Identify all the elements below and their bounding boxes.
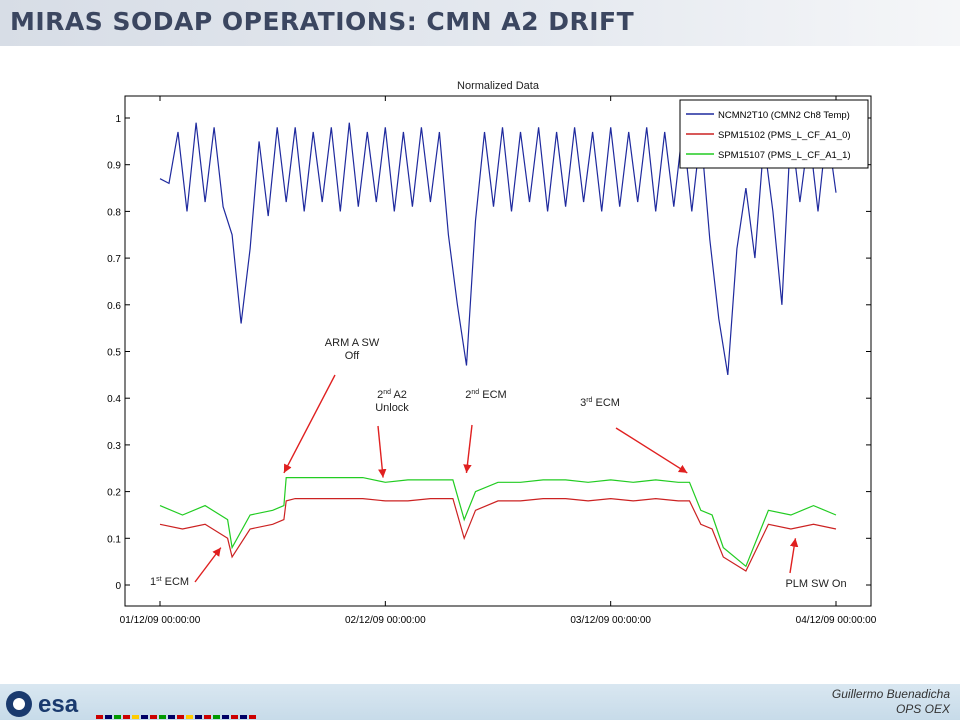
annotation-label: 1st ECM xyxy=(150,576,189,588)
svg-text:esa: esa xyxy=(38,691,79,718)
annotation-arrow xyxy=(283,374,336,474)
y-tick-label: 1 xyxy=(115,114,121,125)
legend-label: SPM15102 (PMS_L_CF_A1_0) xyxy=(718,130,851,141)
footer: esa Guillermo Buenadicha OPS OEX xyxy=(0,684,960,720)
y-tick-label: 0.1 xyxy=(107,534,121,545)
chart-title: Normalized Data xyxy=(457,80,540,92)
y-tick-label: 0.5 xyxy=(107,348,121,359)
series-line-1 xyxy=(159,122,837,375)
y-tick-label: 0.7 xyxy=(107,254,121,265)
x-tick-label: 02/12/09 00:00:00 xyxy=(345,615,426,626)
slide-title: MIRAS SODAP OPERATIONS: CMN A2 DRIFT xyxy=(10,7,635,36)
annotation-label: ARM A SW Off xyxy=(325,337,380,362)
annotation-arrow xyxy=(194,547,222,583)
plot-area xyxy=(124,95,872,607)
y-tick-label: 0 xyxy=(115,581,121,592)
y-tick-label: 0.9 xyxy=(107,161,121,172)
y-tick-label: 0.4 xyxy=(107,394,121,405)
flag-mark xyxy=(186,715,193,719)
flag-mark xyxy=(105,715,112,719)
y-tick-label: 0.8 xyxy=(107,207,121,218)
annotation-arrow xyxy=(789,538,799,574)
annotation-label: 2nd A2 Unlock xyxy=(375,389,409,414)
flag-mark xyxy=(195,715,202,719)
flag-mark xyxy=(213,715,220,719)
flag-mark xyxy=(240,715,247,719)
flag-mark xyxy=(150,715,157,719)
legend-label: NCMN2T10 (CMN2 Ch8 Temp) xyxy=(718,110,850,121)
flag-mark xyxy=(231,715,238,719)
series-layer xyxy=(159,122,837,572)
y-tick-label: 0.6 xyxy=(107,301,121,312)
flag-mark xyxy=(168,715,175,719)
author-block: Guillermo Buenadicha OPS OEX xyxy=(832,687,950,717)
author-name: Guillermo Buenadicha xyxy=(831,687,950,701)
flag-mark xyxy=(132,715,139,719)
title-bar: MIRAS SODAP OPERATIONS: CMN A2 DRIFT xyxy=(0,0,960,46)
flag-mark xyxy=(141,715,148,719)
annotation-arrow xyxy=(615,427,688,474)
author-dept: OPS OEX xyxy=(895,702,950,716)
flag-mark xyxy=(96,715,103,719)
x-axis: 01/12/09 00:00:00 02/12/09 00:00:00 03/12/… xyxy=(120,96,877,626)
legend: NCMN2T10 (CMN2 Ch8 Temp) SPM15102 (PMS_L_… xyxy=(679,99,869,169)
flag-mark xyxy=(204,715,211,719)
flag-mark xyxy=(114,715,121,719)
annotation-label: 3rd ECM xyxy=(580,397,620,409)
annotations: 1st ECM ARM A SW Off 2nd A2 Unlock 2nd ECM 3rd… xyxy=(150,337,847,590)
annotation-label: 2nd ECM xyxy=(465,389,506,401)
y-tick-label: 0.2 xyxy=(107,488,121,499)
flag-mark xyxy=(123,715,130,719)
flag-mark xyxy=(159,715,166,719)
flag-mark xyxy=(222,715,229,719)
flag-mark xyxy=(177,715,184,719)
x-tick-label: 01/12/09 00:00:00 xyxy=(120,615,201,626)
annotation-arrow xyxy=(463,424,473,474)
x-tick-label: 04/12/09 00:00:00 xyxy=(796,615,877,626)
esa-logo-icon: esa xyxy=(6,691,256,719)
y-tick-label: 0.3 xyxy=(107,441,121,452)
series-line-2 xyxy=(159,497,837,572)
chart: Normalized Data 0 0.1 0.2 0.3 0.4 0.5 0.6 0.7 0.… xyxy=(107,80,877,626)
annotation-arrow xyxy=(377,425,387,478)
legend-label: SPM15107 (PMS_L_CF_A1_1) xyxy=(718,150,851,161)
x-tick-label: 03/12/09 00:00:00 xyxy=(570,615,651,626)
flag-mark xyxy=(249,715,256,719)
y-axis: 0 0.1 0.2 0.3 0.4 0.5 0.6 0.7 0.8 0.9 1 xyxy=(107,114,871,592)
annotation-label: PLM SW On xyxy=(785,578,846,590)
series-line-3 xyxy=(159,477,837,568)
